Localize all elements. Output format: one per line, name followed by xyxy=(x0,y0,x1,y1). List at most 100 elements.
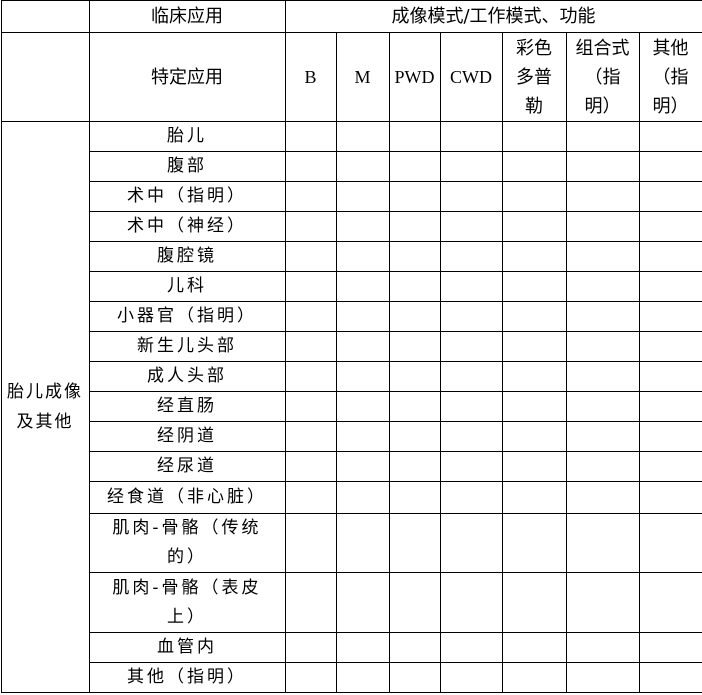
mode-cell xyxy=(388,331,441,362)
mode-cell xyxy=(638,421,702,452)
table-row: 成人头部 xyxy=(1,361,702,392)
table-row: 血管内 xyxy=(1,632,702,663)
mode-cell xyxy=(284,513,337,573)
mode-cell xyxy=(335,241,390,272)
specific-application-cell: 其他（指明） xyxy=(88,662,286,693)
mode-cell xyxy=(501,632,567,663)
mode-cell xyxy=(439,513,503,573)
imaging-modes-header: 成像模式/工作模式、功能 xyxy=(284,0,702,33)
mode-cell xyxy=(335,331,390,362)
mode-cell xyxy=(335,632,390,663)
specific-application-cell: 成人头部 xyxy=(88,361,286,392)
mode-cell xyxy=(335,121,390,152)
mode-cell xyxy=(388,451,441,482)
group-label: 胎儿成像及其他 xyxy=(7,382,83,432)
mode-cell xyxy=(565,481,640,514)
mode-cell xyxy=(439,572,503,633)
mode-cell xyxy=(565,421,640,452)
corner-cell xyxy=(0,0,90,33)
specific-application-cell: 腹部 xyxy=(88,151,286,182)
mode-cell xyxy=(638,662,702,693)
mode-cell xyxy=(501,662,567,693)
mode-cell xyxy=(501,572,567,633)
mode-cell xyxy=(638,271,702,302)
mode-cell xyxy=(388,181,441,212)
mode-cell xyxy=(501,271,567,302)
specific-application-cell: 小器官（指明） xyxy=(88,301,286,332)
mode-cell xyxy=(335,211,390,242)
mode-cell xyxy=(335,151,390,182)
mode-cell xyxy=(335,572,390,633)
table-row: 肌肉-骨骼（传统的） xyxy=(1,513,702,573)
mode-cell xyxy=(638,241,702,272)
mode-cell xyxy=(565,451,640,482)
specific-application-cell: 经食道（非心脏） xyxy=(88,481,286,514)
mode-cell xyxy=(388,421,441,452)
mode-cell xyxy=(284,662,337,693)
mode-cell xyxy=(439,301,503,332)
mode-cell xyxy=(388,241,441,272)
mode-cell xyxy=(439,632,503,663)
mode-cell xyxy=(284,361,337,392)
mode-cell xyxy=(284,181,337,212)
mode-cell xyxy=(388,632,441,663)
table-row: 术中（指明） xyxy=(1,181,702,212)
table-row: 新生儿头部 xyxy=(1,331,702,362)
mode-cell xyxy=(388,121,441,152)
mode-cell xyxy=(439,361,503,392)
mode-cell xyxy=(335,662,390,693)
specific-application-header: 特定应用 xyxy=(88,32,286,122)
mode-cell xyxy=(388,361,441,392)
mode-cell xyxy=(284,271,337,302)
mode-cell xyxy=(565,241,640,272)
mode-cell xyxy=(565,301,640,332)
table-row: 腹腔镜 xyxy=(1,241,702,272)
mode-cell xyxy=(439,481,503,514)
specific-application-cell: 胎儿 xyxy=(88,121,286,152)
mode-cell xyxy=(335,271,390,302)
mode-cell xyxy=(638,211,702,242)
mode-cell xyxy=(284,451,337,482)
mode-cell xyxy=(284,421,337,452)
mode-cell xyxy=(284,391,337,422)
mode-cell xyxy=(335,451,390,482)
mode-cell xyxy=(335,481,390,514)
specific-application-cell: 肌肉-骨骼（传统的） xyxy=(88,513,286,573)
mode-cell xyxy=(335,301,390,332)
mode-cell xyxy=(439,421,503,452)
mode-header-other: 其他（指明） xyxy=(638,32,702,122)
mode-cell xyxy=(565,572,640,633)
table-row: 儿科 xyxy=(1,271,702,302)
mode-cell xyxy=(501,513,567,573)
mode-cell xyxy=(284,632,337,663)
mode-cell xyxy=(284,241,337,272)
mode-cell xyxy=(335,181,390,212)
mode-cell xyxy=(388,151,441,182)
mode-cell xyxy=(501,391,567,422)
mode-cell xyxy=(638,121,702,152)
mode-cell xyxy=(565,211,640,242)
mode-cell xyxy=(638,481,702,514)
mode-cell xyxy=(501,361,567,392)
mode-cell xyxy=(565,632,640,663)
mode-cell xyxy=(439,391,503,422)
mode-cell xyxy=(388,391,441,422)
mode-cell xyxy=(638,513,702,573)
mode-cell xyxy=(638,151,702,182)
specific-application-cell: 血管内 xyxy=(88,632,286,663)
table-row: 胎儿成像及其他 胎儿 xyxy=(0,121,702,693)
mode-header-color-doppler-text: 彩色多普勒 xyxy=(516,37,552,117)
mode-cell xyxy=(638,301,702,332)
mode-cell xyxy=(335,361,390,392)
specific-application-cell: 术中（神经） xyxy=(88,211,286,242)
group-label-cell: 胎儿成像及其他 xyxy=(0,121,90,693)
table-row: 腹部 xyxy=(1,151,702,182)
mode-cell xyxy=(565,181,640,212)
mode-cell xyxy=(501,211,567,242)
mode-cell xyxy=(565,662,640,693)
mode-cell xyxy=(565,151,640,182)
mode-cell xyxy=(439,271,503,302)
mode-cell xyxy=(388,662,441,693)
mode-cell xyxy=(284,121,337,152)
